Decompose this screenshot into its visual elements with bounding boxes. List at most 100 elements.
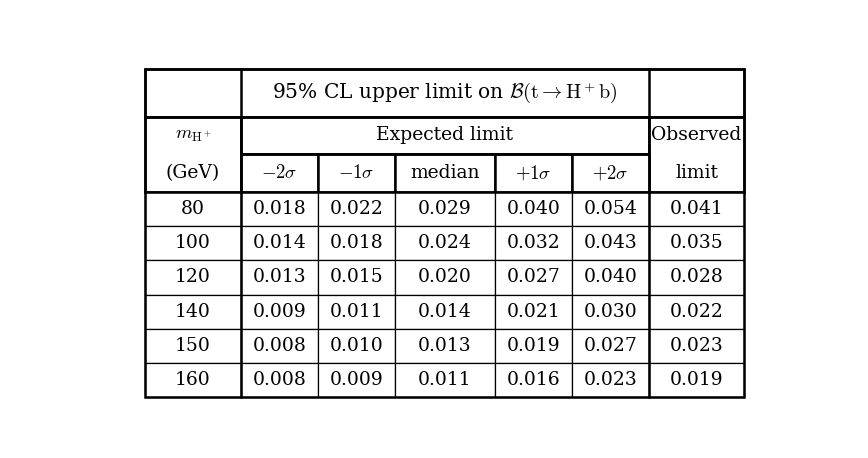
Bar: [572, 261, 649, 294]
Bar: [572, 363, 649, 397]
Text: 0.032: 0.032: [506, 234, 560, 252]
Bar: [649, 329, 744, 363]
Text: 0.008: 0.008: [253, 337, 306, 355]
Bar: [240, 154, 318, 192]
Bar: [649, 261, 744, 294]
Bar: [495, 363, 572, 397]
Bar: [649, 192, 744, 226]
Bar: [318, 154, 395, 192]
Text: $+1\sigma$: $+1\sigma$: [515, 164, 551, 183]
Text: 0.029: 0.029: [418, 200, 471, 218]
Bar: [395, 294, 495, 329]
Bar: [146, 117, 240, 192]
Bar: [146, 69, 744, 397]
Bar: [395, 192, 495, 226]
Text: 95% CL upper limit on $\mathcal{B}(\mathrm{t} \rightarrow \mathrm{H}^+\mathrm{b}: 95% CL upper limit on $\mathcal{B}(\math…: [272, 81, 618, 105]
Bar: [572, 329, 649, 363]
Text: $-2\sigma$: $-2\sigma$: [261, 164, 298, 182]
Bar: [318, 261, 395, 294]
Text: Observed: Observed: [652, 126, 741, 144]
Bar: [146, 329, 240, 363]
Text: 120: 120: [175, 268, 211, 286]
Text: 0.030: 0.030: [583, 303, 637, 321]
Bar: [318, 329, 395, 363]
Text: 0.010: 0.010: [330, 337, 384, 355]
Text: 0.018: 0.018: [253, 200, 306, 218]
Text: 0.023: 0.023: [583, 371, 637, 389]
Bar: [240, 294, 318, 329]
Text: 0.021: 0.021: [506, 303, 560, 321]
Text: 0.011: 0.011: [330, 303, 383, 321]
Bar: [495, 192, 572, 226]
Bar: [572, 154, 649, 192]
Text: 0.041: 0.041: [670, 200, 723, 218]
Text: 0.009: 0.009: [330, 371, 384, 389]
Bar: [146, 226, 240, 261]
Bar: [395, 363, 495, 397]
Bar: [146, 294, 240, 329]
Text: 0.020: 0.020: [418, 268, 472, 286]
Bar: [649, 226, 744, 261]
Bar: [318, 226, 395, 261]
Bar: [240, 261, 318, 294]
Text: 0.028: 0.028: [669, 268, 724, 286]
Text: median: median: [410, 164, 480, 182]
Text: 0.022: 0.022: [330, 200, 384, 218]
Bar: [318, 192, 395, 226]
Text: Expected limit: Expected limit: [377, 126, 513, 144]
Text: 0.024: 0.024: [418, 234, 472, 252]
Text: 140: 140: [175, 303, 211, 321]
Bar: [146, 69, 744, 117]
Text: 0.016: 0.016: [507, 371, 560, 389]
Text: $-1\sigma$: $-1\sigma$: [339, 164, 375, 182]
Bar: [240, 329, 318, 363]
Text: 80: 80: [181, 200, 205, 218]
Bar: [649, 294, 744, 329]
Text: 0.008: 0.008: [253, 371, 306, 389]
Text: 0.018: 0.018: [330, 234, 384, 252]
Bar: [395, 261, 495, 294]
Text: 150: 150: [175, 337, 211, 355]
Text: 0.013: 0.013: [253, 268, 306, 286]
Bar: [146, 261, 240, 294]
Text: 0.043: 0.043: [583, 234, 637, 252]
Bar: [240, 363, 318, 397]
Text: 0.040: 0.040: [506, 200, 560, 218]
Bar: [318, 363, 395, 397]
Text: 0.023: 0.023: [670, 337, 723, 355]
Text: 100: 100: [175, 234, 211, 252]
Bar: [240, 226, 318, 261]
Bar: [495, 226, 572, 261]
Text: 0.009: 0.009: [253, 303, 306, 321]
Bar: [240, 192, 318, 226]
Bar: [495, 294, 572, 329]
Bar: [146, 192, 240, 226]
Bar: [395, 226, 495, 261]
Bar: [572, 226, 649, 261]
Text: 0.011: 0.011: [418, 371, 471, 389]
Text: 0.022: 0.022: [669, 303, 724, 321]
Text: 0.014: 0.014: [253, 234, 306, 252]
Text: (GeV): (GeV): [166, 164, 220, 182]
Text: 0.027: 0.027: [506, 268, 560, 286]
Bar: [649, 117, 744, 192]
Bar: [572, 294, 649, 329]
Bar: [395, 154, 495, 192]
Bar: [395, 329, 495, 363]
Text: limit: limit: [675, 164, 718, 182]
Text: 0.054: 0.054: [583, 200, 637, 218]
Bar: [318, 294, 395, 329]
Bar: [240, 117, 649, 154]
Text: $+2\sigma$: $+2\sigma$: [592, 164, 628, 183]
Text: 160: 160: [175, 371, 211, 389]
Text: 0.019: 0.019: [507, 337, 560, 355]
Bar: [572, 192, 649, 226]
Bar: [495, 154, 572, 192]
Text: 0.014: 0.014: [418, 303, 471, 321]
Text: 0.013: 0.013: [418, 337, 471, 355]
Bar: [495, 261, 572, 294]
Text: $m_{\mathrm{H}^+}$: $m_{\mathrm{H}^+}$: [174, 126, 212, 144]
Bar: [495, 329, 572, 363]
Text: 0.015: 0.015: [330, 268, 384, 286]
Bar: [146, 363, 240, 397]
